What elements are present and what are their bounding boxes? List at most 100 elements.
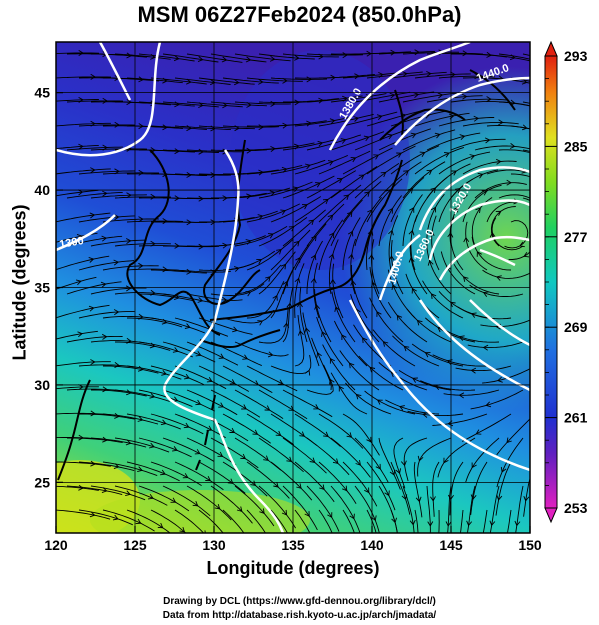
streamline-arrowhead [484,137,491,144]
streamline [78,260,135,271]
streamline-arrowhead [390,49,396,56]
streamline [339,350,380,391]
streamline [402,51,459,55]
streamline-arrowhead [471,462,477,469]
streamline [282,138,338,151]
streamline-arrowhead [78,50,84,56]
height-contours [56,42,530,533]
streamline-arrowhead [210,172,216,179]
streamline [282,485,318,531]
streamline [411,343,464,367]
streamline-arrowhead [135,518,142,525]
streamline-arrowhead [293,240,300,247]
streamline [390,509,398,533]
streamline-arrowhead [198,243,204,250]
streamline-arrowhead [186,268,192,275]
streamline-arrowhead [330,31,335,36]
streamline [150,269,207,274]
streamline-arrowhead [388,255,395,261]
streamline-arrowhead [348,362,355,369]
streamline [55,30,111,31]
streamline-arrowhead [350,280,357,286]
streamline [390,461,411,515]
streamline [150,317,205,334]
streamline-arrowhead [198,148,204,155]
streamline-arrowhead [90,73,96,80]
streamline-arrowhead [78,484,84,491]
streamline [413,461,423,518]
streamline [56,509,111,520]
streamline [403,437,428,482]
x-tick-label: 120 [44,537,68,553]
streamline [138,293,195,302]
streamline [174,317,229,337]
streamline [314,289,332,343]
streamline [414,509,419,533]
streamline-arrowhead [184,373,190,380]
streamline [367,30,423,31]
streamline-arrowhead [304,163,311,170]
streamline-arrowhead [373,154,380,160]
streamline [66,235,123,247]
streamline-arrowhead [461,93,468,100]
streamline-arrowhead [214,503,221,510]
streamline [258,307,289,344]
streamline-arrowhead [210,34,215,39]
streamline [246,238,294,271]
streamline [67,534,120,551]
streamline [234,226,288,247]
streamline [210,53,267,63]
streamline-arrowhead [89,511,96,518]
streamline-arrowhead [534,104,539,109]
streamline [507,509,512,533]
streamline-arrowhead [174,148,180,155]
streamline [186,101,243,108]
streamline-arrowhead [479,545,484,550]
streamline [162,341,216,363]
streamline [258,437,304,473]
streamline-arrowhead [364,191,370,197]
streamline [234,187,291,199]
streamline-arrowhead [240,453,247,460]
streamline-arrowhead [396,152,402,158]
streamline [222,125,280,128]
streamline [186,53,243,63]
streamline-arrowhead [376,114,383,121]
streamline-arrowhead [376,399,383,405]
streamline [56,386,99,390]
streamline [402,161,446,199]
streamline [126,461,180,482]
streamline [91,389,147,397]
streamline [150,77,207,85]
streamline-arrowhead [413,92,420,99]
streamline [78,509,133,526]
streamline-arrowhead [469,154,476,160]
streamline [328,239,339,295]
streamline [138,101,195,107]
streamline [258,389,308,420]
streamline [210,101,267,107]
streamline-arrowhead [311,540,316,545]
streamline [372,329,416,367]
streamline-arrowhead [426,169,433,175]
streamline-arrowhead [427,521,434,527]
streamline [390,71,447,79]
streamline [162,245,220,248]
streamline-arrowhead [147,493,154,500]
streamline [174,461,224,491]
streamline-arrowhead [411,287,417,294]
colorbar-tick-label: 269 [564,319,588,335]
streamline [535,78,587,98]
streamline-arrowhead [434,132,441,139]
streamline-arrowhead [463,236,470,243]
streamline [294,263,305,319]
streamline [318,509,333,533]
streamline [426,132,481,151]
streamline-arrowhead [277,379,284,385]
streamline-arrowhead [206,376,213,383]
streamline-arrowhead [114,362,120,369]
streamline [270,354,312,375]
streamline-arrowhead [112,514,119,521]
streamline-arrowhead [306,120,312,127]
streamline [186,485,232,521]
